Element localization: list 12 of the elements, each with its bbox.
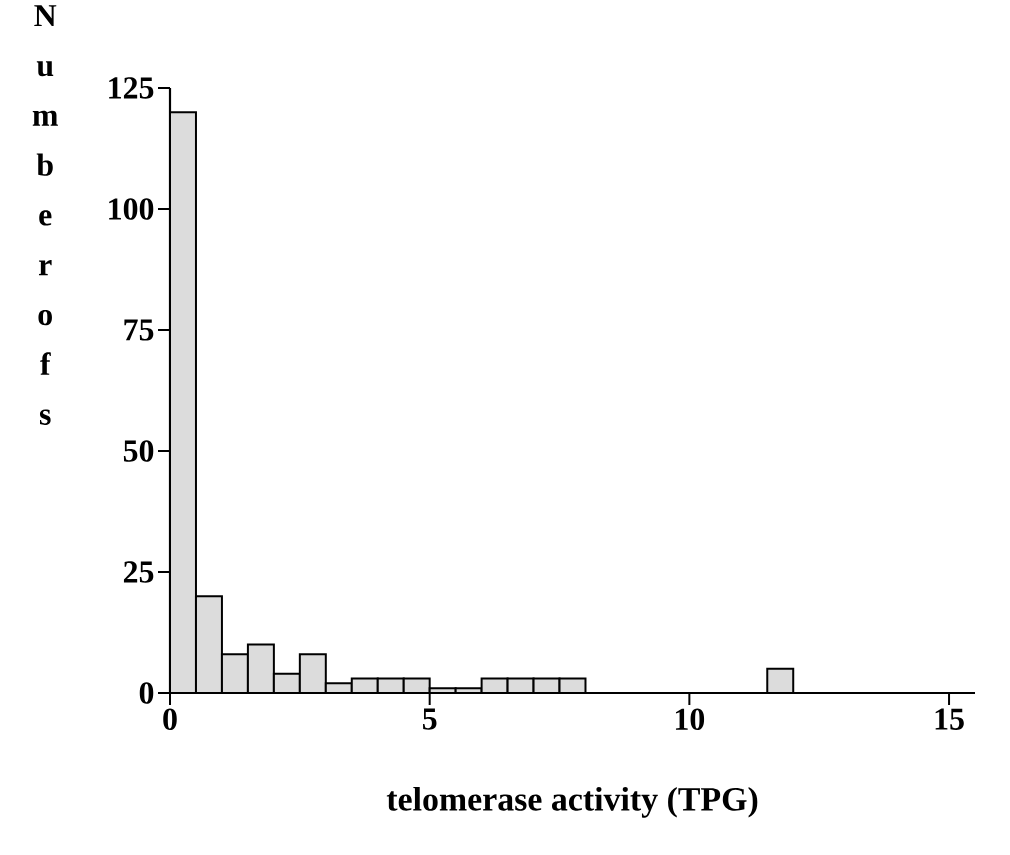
x-tick-label: 10 [675, 708, 705, 731]
y-tick-label: 100 [109, 198, 154, 220]
y-tick-label: 50 [123, 440, 154, 462]
text: Numberofs [32, 5, 58, 425]
y-tick-label: 125 [109, 77, 154, 99]
x-tick-label: 15 [935, 708, 964, 730]
y-tick-label: 25 [123, 561, 154, 583]
x-tick-label: 0 [163, 708, 177, 731]
y-tick-label: 0 [139, 682, 154, 704]
x-tick-label: 5 [422, 708, 437, 730]
y-tick-label: 75 [124, 319, 154, 341]
x-axis-title: telomerase activity (TPG) [386, 786, 758, 818]
